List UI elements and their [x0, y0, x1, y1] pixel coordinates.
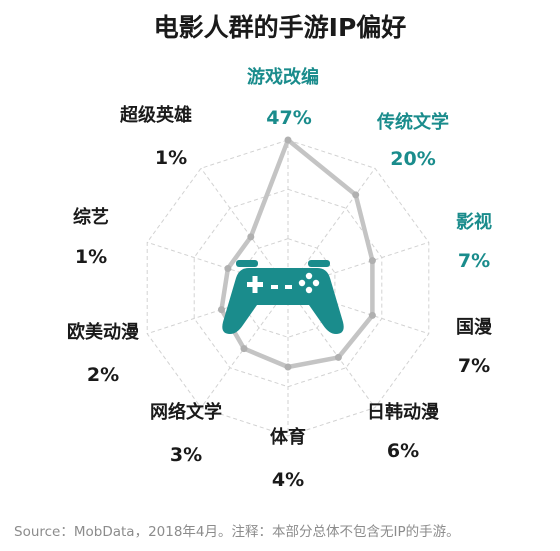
value-label-2: 7%	[458, 250, 490, 272]
value-labels: 47% 20% 7% 7% 6% 4% 3% 2% 1% 1%	[75, 107, 490, 491]
value-label-9: 1%	[155, 147, 187, 169]
category-label-8: 综艺	[73, 206, 109, 228]
value-label-1: 20%	[390, 148, 435, 170]
data-point-7	[218, 306, 225, 314]
category-label-5: 体育	[270, 426, 306, 448]
value-label-4: 6%	[387, 440, 419, 462]
category-label-2: 影视	[456, 211, 492, 233]
value-label-5: 4%	[272, 469, 304, 491]
data-point-9	[247, 233, 255, 241]
category-label-3: 国漫	[456, 317, 493, 338]
category-label-0: 游戏改编	[247, 66, 319, 88]
category-label-4: 日韩动漫	[367, 401, 440, 423]
data-point-1	[352, 191, 360, 199]
series-line	[219, 137, 375, 370]
value-label-3: 7%	[458, 355, 490, 377]
category-labels: 游戏改编 传统文学 影视 国漫 日韩动漫 体育 网络文学 欧美动漫 综艺 超级英…	[67, 66, 493, 448]
source-note: Source：MobData，2018年4月。注释：本部分总体不包含无IP的手游…	[14, 524, 460, 540]
data-point-8	[224, 265, 232, 272]
data-point-3	[368, 311, 376, 319]
value-label-7: 2%	[87, 364, 119, 386]
value-label-8: 1%	[75, 246, 107, 268]
data-point-5	[284, 363, 292, 371]
category-label-7: 欧美动漫	[67, 321, 140, 343]
value-label-6: 3%	[170, 444, 202, 466]
category-label-9: 超级英雄	[120, 104, 192, 126]
radar-series	[218, 136, 376, 371]
value-label-0: 47%	[266, 107, 311, 129]
category-label-6: 网络文学	[150, 401, 222, 423]
data-point-6	[240, 345, 248, 353]
data-point-2	[368, 257, 376, 265]
data-point-0	[284, 136, 292, 144]
chart-title: 电影人群的手游IP偏好	[154, 13, 407, 42]
grid-spoke-4	[287, 287, 376, 408]
data-point-4	[334, 353, 342, 361]
category-label-1: 传统文学	[376, 111, 449, 133]
gamepad-icon	[222, 260, 344, 334]
